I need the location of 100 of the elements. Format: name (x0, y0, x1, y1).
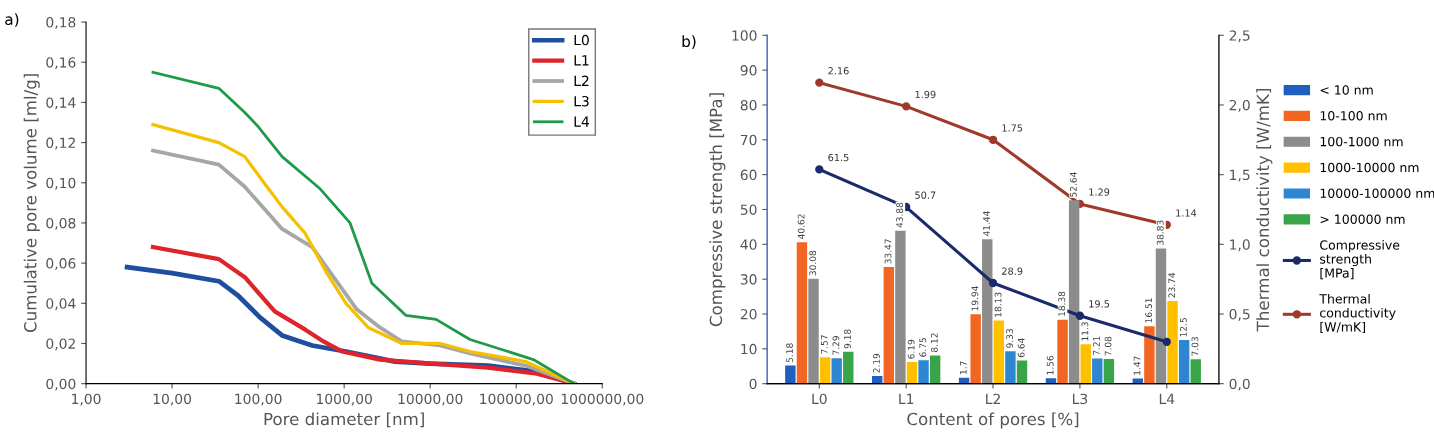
y2-tick-label: 1,5 (1230, 169, 1250, 182)
y2-axis-title: Thermal conductivity [W/mK] (1256, 89, 1273, 332)
y-axis-title: Cumulative pore volume [ml/g] (23, 74, 40, 333)
data-label: 2.19 (873, 353, 880, 373)
y-tick-label: 50 (740, 204, 757, 215)
bar (819, 357, 831, 384)
bar (993, 320, 1005, 384)
bar (831, 358, 842, 384)
y-tick-label: 100 (732, 30, 757, 41)
bar (1144, 326, 1155, 384)
data-label: 1.56 (1046, 355, 1054, 375)
data-label: 50.7 (915, 191, 936, 199)
bar (1155, 248, 1167, 384)
data-label: 1.75 (1002, 124, 1023, 132)
x-tick-label: L1 (899, 393, 914, 404)
x-tick-label: L0 (812, 393, 827, 405)
data-label: 6.64 (1017, 338, 1025, 358)
data-label: 7.21 (1093, 336, 1100, 356)
data-label: 38.83 (1156, 220, 1164, 245)
data-label: 1.47 (1133, 356, 1141, 375)
data-label: 33.47 (884, 239, 892, 264)
data-label: 7.03 (1191, 337, 1199, 356)
data-label: 19.94 (971, 286, 979, 311)
point (815, 78, 824, 87)
bar (883, 267, 895, 384)
x-tick-label: L4 (1159, 393, 1175, 404)
y2-tick-label: 0,5 (1229, 308, 1250, 321)
bar (1016, 360, 1028, 384)
data-label: 5.18 (786, 343, 793, 363)
data-label: 7.08 (1104, 336, 1112, 356)
point (902, 102, 911, 111)
bar (1057, 319, 1068, 384)
y-tick-label: 0,14 (46, 97, 76, 110)
bar (1092, 358, 1103, 384)
data-label: 11.3 (1081, 322, 1089, 341)
data-label: 23.74 (1168, 272, 1176, 298)
text: a) (5, 13, 19, 27)
legend-label: Compressive strength [MPa] (1320, 240, 1400, 280)
y-tick-label: 0,08 (46, 217, 76, 230)
point (988, 278, 998, 288)
data-label: 28.9 (1002, 267, 1023, 275)
bar (929, 355, 941, 384)
x-axis-title: Content of pores [%] (907, 412, 1079, 429)
y-tick-label: 0,04 (46, 298, 76, 311)
legend-label: L2 (574, 75, 589, 86)
bar (796, 242, 808, 384)
data-label: 43.88 (896, 202, 904, 228)
bar (906, 362, 918, 384)
y2-tick-label: 2,0 (1229, 99, 1250, 112)
bar (1167, 300, 1178, 384)
y-tick-label: 0,06 (46, 258, 76, 271)
text: b) (682, 35, 696, 49)
data-label: 2.16 (828, 67, 849, 75)
legend-label: 10-100 nm (1320, 111, 1387, 121)
data-label: 1.14 (1176, 209, 1197, 217)
legend-label: L0 (574, 34, 589, 46)
data-label: 1.99 (915, 90, 936, 99)
data-label: 1.29 (1089, 188, 1110, 196)
y-tick-label: 0,18 (46, 17, 76, 29)
data-label: 6.75 (919, 338, 927, 357)
y2-tick-label: 1,0 (1230, 239, 1250, 252)
y-tick-label: 60 (740, 169, 757, 181)
data-label: 8.12 (930, 333, 938, 352)
bar (982, 239, 993, 384)
x-tick-label: 100000,00 (480, 393, 553, 406)
x-tick-label: L3 (1072, 393, 1088, 405)
x-tick-label: 1000,00 (316, 393, 372, 406)
y-tick-label: 70 (740, 134, 757, 146)
bar (1190, 359, 1201, 384)
legend-label: 10000-100000 nm (1320, 188, 1434, 199)
bar (1005, 351, 1016, 384)
y-tick-label: 20 (740, 308, 757, 320)
point (1075, 311, 1085, 320)
y-tick-label: 0,02 (46, 338, 75, 351)
x-tick-label: 1000000,00 (561, 393, 644, 406)
bar (1103, 359, 1115, 384)
bar (785, 365, 796, 384)
y-tick-label: 10 (741, 343, 757, 355)
data-label: 9.18 (844, 329, 851, 349)
data-label: 16.51 (1145, 298, 1153, 323)
x-tick-label: 100,00 (235, 393, 282, 406)
bar (843, 351, 854, 384)
bar (895, 230, 906, 384)
bar (970, 314, 981, 384)
point (988, 135, 998, 144)
y-tick-label: 0,00 (46, 378, 76, 391)
x-tick-label: 10,00 (153, 393, 192, 406)
bar (808, 278, 819, 384)
legend-label: < 10 nm (1320, 85, 1373, 95)
y-tick-label: 0 (749, 378, 757, 390)
data-label: 30.08 (809, 250, 817, 276)
legend-label: L3 (574, 95, 589, 107)
y-tick-label: 90 (740, 65, 757, 76)
y-tick-label: 40 (740, 239, 757, 250)
y-tick-label: 0,10 (46, 177, 76, 190)
legend-label: L1 (574, 55, 589, 66)
y-tick-label: 30 (740, 274, 757, 285)
data-label: 18.38 (1058, 291, 1066, 316)
y-tick-label: 0,16 (46, 57, 76, 70)
point (815, 165, 824, 174)
